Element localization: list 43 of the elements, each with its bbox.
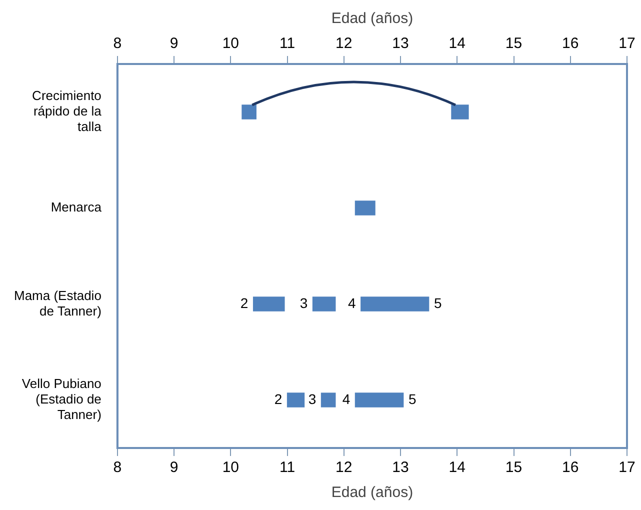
x-tick-label: 8 — [113, 35, 122, 52]
x2-tick-label: 15 — [505, 459, 522, 476]
x-tick-label: 9 — [170, 35, 178, 52]
x2-tick-label: 11 — [279, 459, 296, 476]
annotation: 4 — [348, 294, 356, 311]
y-tick-label: Menarca — [50, 200, 102, 215]
bar — [312, 296, 336, 312]
x2-tick-label: 14 — [448, 459, 466, 476]
bar — [360, 296, 430, 312]
x2-tick-label: 8 — [113, 459, 122, 476]
annotation: 4 — [342, 390, 350, 407]
bar — [320, 392, 336, 408]
x-tick-label: 12 — [336, 35, 352, 52]
x-tick-label: 17 — [618, 35, 636, 52]
x-tick-label: 15 — [505, 35, 522, 52]
x2-tick-label: 16 — [562, 459, 579, 476]
x2-tick-label: 9 — [170, 459, 178, 476]
bar — [286, 392, 305, 408]
annotation: 5 — [434, 294, 442, 311]
bar — [252, 296, 285, 312]
annotation: 5 — [408, 390, 416, 407]
x-axis-title: Edad (años) — [331, 484, 414, 502]
bar — [451, 104, 469, 120]
x-tick-label: 10 — [222, 35, 240, 52]
y-tick-label: Vello Pubiano (Estadio de Tanner) — [22, 376, 102, 422]
x-tick-label: 11 — [279, 35, 296, 52]
annotation: 3 — [300, 294, 308, 311]
x2-tick-label: 10 — [222, 459, 240, 476]
x-tick-label: 14 — [448, 35, 466, 52]
x2-axis-title: Edad (años) — [331, 10, 414, 28]
x-tick-label: 16 — [562, 35, 579, 52]
annotation: 3 — [308, 390, 316, 407]
annotation: 2 — [274, 390, 282, 407]
bar — [354, 392, 404, 408]
annotation: 2 — [240, 294, 248, 311]
x2-tick-label: 17 — [618, 459, 636, 476]
bar — [242, 104, 256, 120]
y-tick-label: Mama (Estadio de Tanner) — [14, 288, 102, 318]
x2-tick-label: 12 — [336, 459, 352, 476]
y-tick-label: Crecimiento rápido de la talla — [32, 88, 102, 134]
bar — [354, 200, 376, 216]
x-tick-label: 13 — [392, 35, 409, 52]
x2-tick-label: 13 — [392, 459, 409, 476]
